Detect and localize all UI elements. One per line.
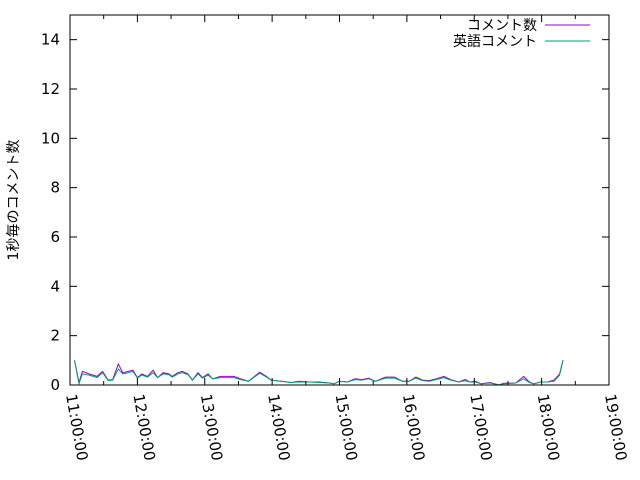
legend-label-1: 英語コメント (453, 33, 537, 50)
legend: コメント数 英語コメント (453, 18, 590, 50)
y-tick-label: 14 (41, 31, 60, 49)
series-line-0 (74, 360, 564, 386)
series-line-1 (74, 360, 564, 386)
y-tick-label: 12 (41, 80, 60, 98)
x-tick-label: 16:00:00 (399, 393, 428, 462)
y-tick-label: 6 (50, 228, 60, 246)
y-tick-label: 10 (41, 129, 60, 147)
y-tick-label: 4 (50, 277, 60, 295)
y-axis-label: 1秒毎のコメント数 (6, 140, 22, 261)
x-tick-label: 17:00:00 (466, 393, 495, 462)
x-tick-label: 11:00:00 (62, 393, 91, 462)
x-tick-label: 13:00:00 (197, 393, 226, 462)
x-tick-label: 14:00:00 (264, 393, 293, 462)
x-tick-label: 19:00:00 (601, 393, 630, 462)
series-layer (74, 360, 564, 386)
x-tick-label: 15:00:00 (332, 393, 361, 462)
y-tick-labels: 0 2 4 6 8 10 12 14 (41, 31, 60, 394)
x-tick-label: 12:00:00 (129, 393, 158, 462)
legend-label-0: コメント数 (467, 18, 537, 34)
x-tick-label: 18:00:00 (534, 393, 563, 462)
y-tick-label: 2 (50, 327, 60, 345)
y-tick-label: 8 (50, 179, 60, 197)
tick-layer (69, 15, 610, 386)
x-tick-labels: 11:00:00 12:00:00 13:00:00 14:00:00 15:00:00… (62, 393, 630, 462)
y-tick-label: 0 (50, 376, 60, 394)
plot-border (69, 14, 610, 386)
